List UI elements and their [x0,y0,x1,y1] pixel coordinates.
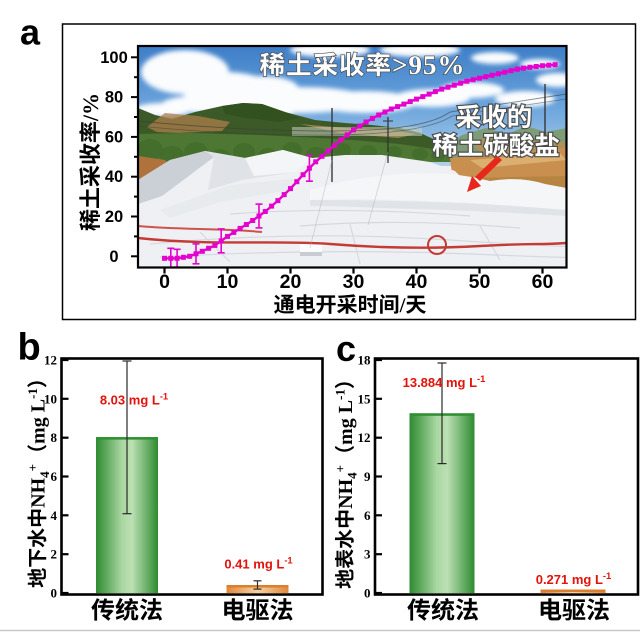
svg-text:6: 6 [51,469,58,484]
svg-text:13.884 mg L-1: 13.884 mg L-1 [403,373,486,390]
svg-text:12: 12 [358,430,371,445]
svg-text:30: 30 [343,271,365,293]
svg-text:100: 100 [100,49,128,67]
svg-text:0: 0 [51,586,58,601]
svg-text:6: 6 [364,508,371,523]
svg-text:a: a [20,11,41,52]
svg-text:8.03 mg L-1: 8.03 mg L-1 [100,391,168,408]
svg-text:20: 20 [280,271,302,293]
svg-text:c: c [336,328,356,369]
svg-text:8: 8 [51,430,58,445]
svg-text:0.41 mg L-1: 0.41 mg L-1 [224,555,292,572]
svg-text:60: 60 [532,271,554,293]
svg-text:12: 12 [44,353,57,368]
svg-text:40: 40 [105,168,123,186]
svg-text:10: 10 [44,391,57,406]
svg-text:50: 50 [469,271,491,293]
svg-text:4: 4 [51,508,58,523]
svg-text:3: 3 [364,547,371,562]
svg-text:2: 2 [51,547,58,562]
svg-text:10: 10 [217,271,239,293]
svg-text:b: b [18,327,41,369]
svg-text:0: 0 [364,586,371,601]
svg-text:15: 15 [358,391,372,406]
svg-text:9: 9 [364,469,371,484]
svg-text:60: 60 [105,128,123,146]
svg-text:0: 0 [159,271,170,293]
svg-text:20: 20 [105,208,123,226]
svg-text:0: 0 [109,248,118,266]
svg-text:18: 18 [358,353,372,368]
svg-text:0.271 mg L-1: 0.271 mg L-1 [536,570,612,587]
svg-text:40: 40 [406,271,428,293]
svg-text:80: 80 [105,89,123,107]
